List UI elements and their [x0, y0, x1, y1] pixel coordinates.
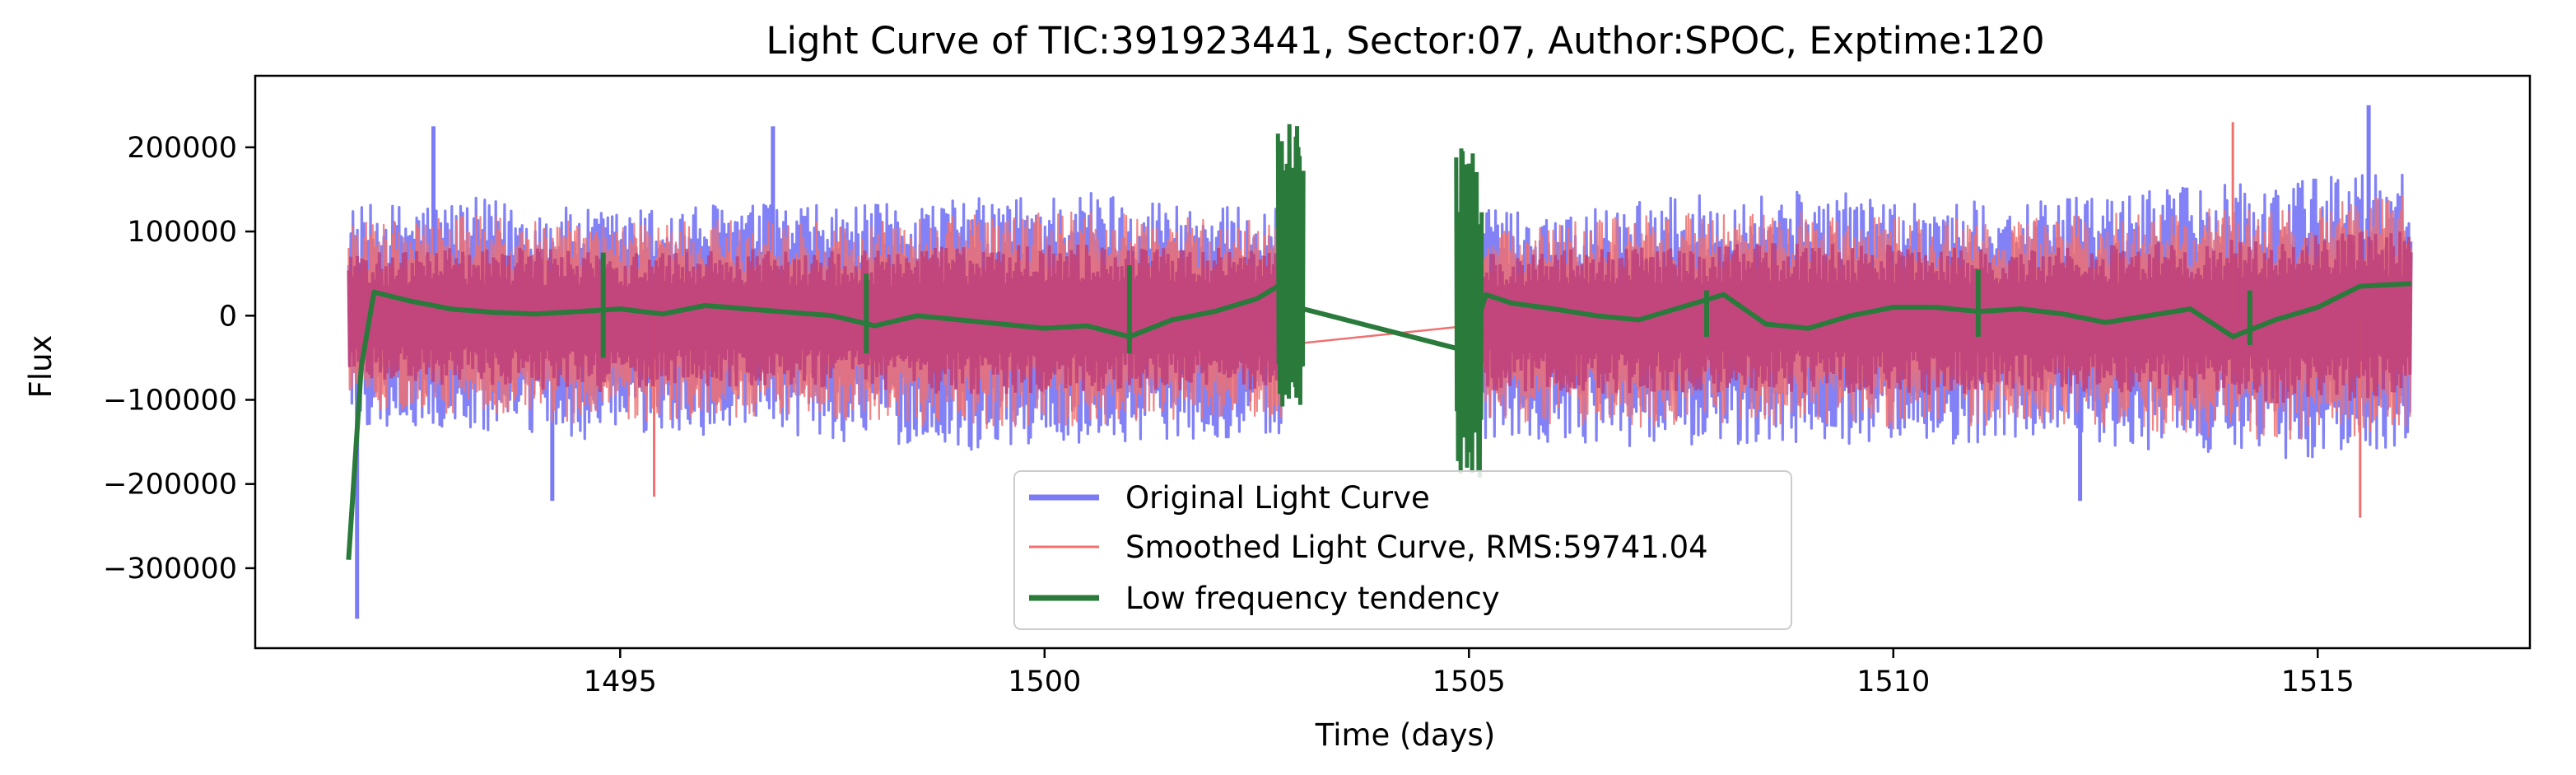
y-tick-label: 200000 — [127, 132, 237, 165]
y-axis-label: Flux — [23, 335, 58, 399]
legend-label-trend: Low frequency tendency — [1125, 581, 1500, 616]
legend: Original Light Curve Smoothed Light Curv… — [1013, 470, 1792, 630]
legend-box — [1013, 470, 1792, 630]
chart-title: Light Curve of TIC:391923441, Sector:07,… — [766, 19, 2044, 63]
x-tick-label: 1505 — [1432, 665, 1506, 698]
series-trend-gap-line — [1302, 306, 1461, 352]
legend-label-original: Original Light Curve — [1125, 480, 1430, 516]
y-axis: −300000 −200000 −100000 0 100000 200000 — [103, 132, 255, 586]
series-smoothed-gap-line — [1282, 324, 1470, 347]
plot-area — [346, 105, 2413, 619]
y-tick-label: −300000 — [103, 553, 237, 586]
series-trend-edge-burst — [1454, 148, 1484, 479]
x-axis: 1495 1500 1505 1510 1515 — [584, 648, 2355, 698]
x-tick-label: 1510 — [1856, 665, 1930, 698]
axes-frame — [254, 74, 2532, 650]
y-tick-label: 0 — [219, 300, 237, 333]
y-tick-label: −200000 — [103, 469, 237, 502]
x-tick-label: 1515 — [2281, 665, 2355, 698]
x-tick-label: 1495 — [584, 665, 657, 698]
y-tick-label: 100000 — [127, 216, 237, 249]
series-overlap-tint — [347, 231, 2413, 404]
legend-label-smoothed: Smoothed Light Curve, RMS:59741.04 — [1125, 530, 1708, 565]
y-tick-label: −100000 — [103, 384, 237, 417]
series-trend-edge-burst — [1275, 124, 1306, 407]
x-tick-label: 1500 — [1008, 665, 1081, 698]
x-axis-label: Time (days) — [1315, 717, 1496, 753]
